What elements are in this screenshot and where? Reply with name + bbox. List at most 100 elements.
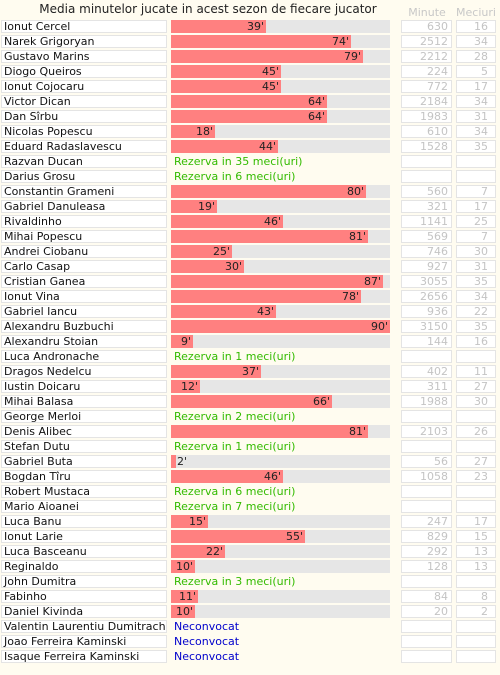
matches-cell: 7 — [456, 230, 496, 243]
player-name: Robert Mustaca — [1, 485, 167, 498]
matches-cell: 34 — [456, 95, 496, 108]
bar-value-label: 19' — [197, 200, 215, 213]
player-name: Carlo Casap — [1, 260, 167, 273]
table-row: Diogo Queiros 45' 224 5 — [0, 65, 500, 80]
bar-value-label: 80' — [346, 185, 364, 198]
table-row: Mihai Popescu 81' 569 7 — [0, 230, 500, 245]
minutes-cell: 2512 — [401, 35, 452, 48]
bar-value-label: 79' — [343, 50, 361, 63]
table-row: Bogdan Tîru 46' 1058 23 — [0, 470, 500, 485]
matches-cell: 34 — [456, 35, 496, 48]
matches-cell: 35 — [456, 140, 496, 153]
player-name: Luca Andronache — [1, 350, 167, 363]
bar — [171, 65, 281, 78]
minutes-cell: 630 — [401, 20, 452, 33]
minutes-cell: 224 — [401, 65, 452, 78]
minutes-cell: 321 — [401, 200, 452, 213]
bar-value-label: 25' — [212, 245, 230, 258]
minutes-cell: 20 — [401, 605, 452, 618]
table-row: Isaque Ferreira Kaminski Neconvocat — [0, 650, 500, 665]
bar-value-label: 81' — [348, 425, 366, 438]
table-row: Gabriel Danuleasa 19' 321 17 — [0, 200, 500, 215]
minutes-cell: 3150 — [401, 320, 452, 333]
minutes-cell: 144 — [401, 335, 452, 348]
bar — [171, 215, 283, 228]
minutes-cell: 936 — [401, 305, 452, 318]
minutes-cell — [401, 575, 452, 588]
bar — [171, 140, 278, 153]
bar-value-label: 12' — [180, 380, 198, 393]
minutes-cell — [401, 440, 452, 453]
bar-track: 11' — [171, 590, 390, 603]
table-row: Valentin Laurentiu Dumitrache Neconvocat — [0, 620, 500, 635]
bar-value-label: 11' — [178, 590, 196, 603]
bar-track: 9' — [171, 335, 390, 348]
bar-value-label: 78' — [341, 290, 359, 303]
matches-cell — [456, 635, 496, 648]
table-row: Dragos Nedelcu 37' 402 11 — [0, 365, 500, 380]
bar-value-label: 46' — [263, 470, 281, 483]
minutes-cell: 128 — [401, 560, 452, 573]
minutes-cell: 292 — [401, 545, 452, 558]
table-row: Denis Alibec 81' 2103 26 — [0, 425, 500, 440]
bar-value-label: 46' — [263, 215, 281, 228]
minutes-cell: 2184 — [401, 95, 452, 108]
table-row: Joao Ferreira Kaminski Neconvocat — [0, 635, 500, 650]
bar-track: 46' — [171, 470, 390, 483]
matches-cell: 8 — [456, 590, 496, 603]
player-name: Bogdan Tîru — [1, 470, 167, 483]
table-row: Reginaldo 10' 128 13 — [0, 560, 500, 575]
matches-cell: 17 — [456, 200, 496, 213]
minutes-column-header: Minute — [408, 6, 446, 19]
not-called-note: Neconvocat — [174, 635, 240, 648]
bar — [171, 320, 390, 333]
minutes-cell: 402 — [401, 365, 452, 378]
reserve-note: Rezerva in 6 meci(uri) — [174, 485, 296, 498]
minutes-cell: 560 — [401, 185, 452, 198]
matches-cell: 17 — [456, 80, 496, 93]
bar-track: 55' — [171, 530, 390, 543]
bar-track: 66' — [171, 395, 390, 408]
matches-cell — [456, 440, 496, 453]
player-name: Mihai Balasa — [1, 395, 167, 408]
bar — [171, 20, 266, 33]
table-row: Narek Grigoryan 74' 2512 34 — [0, 35, 500, 50]
player-name: Denis Alibec — [1, 425, 167, 438]
matches-cell — [456, 575, 496, 588]
matches-cell: 15 — [456, 530, 496, 543]
bar-value-label: 44' — [258, 140, 276, 153]
table-row: Darius Grosu Rezerva in 6 meci(uri) — [0, 170, 500, 185]
matches-cell: 31 — [456, 110, 496, 123]
player-name: Cristian Ganea — [1, 275, 167, 288]
bar-value-label: 18' — [195, 125, 213, 138]
bar-value-label: 10' — [175, 560, 193, 573]
player-name: Iustin Doicaru — [1, 380, 167, 393]
table-row: Ionut Cojocaru 45' 772 17 — [0, 80, 500, 95]
minutes-cell — [401, 620, 452, 633]
minutes-cell: 2212 — [401, 50, 452, 63]
player-name: Alexandru Stoian — [1, 335, 167, 348]
minutes-cell: 829 — [401, 530, 452, 543]
player-name: Ionut Vina — [1, 290, 167, 303]
minutes-cell: 56 — [401, 455, 452, 468]
player-name: Fabinho — [1, 590, 167, 603]
bar-track: 39' — [171, 20, 390, 33]
minutes-cell: 1988 — [401, 395, 452, 408]
matches-cell — [456, 170, 496, 183]
matches-cell: 26 — [456, 425, 496, 438]
player-name: Andrei Ciobanu — [1, 245, 167, 258]
matches-cell: 22 — [456, 305, 496, 318]
bar — [171, 335, 193, 348]
player-name: Constantin Grameni — [1, 185, 167, 198]
bar — [171, 290, 361, 303]
bar — [171, 605, 195, 618]
bar — [171, 470, 283, 483]
table-row: Alexandru Buzbuchi 90' 3150 35 — [0, 320, 500, 335]
table-row: Luca Banu 15' 247 17 — [0, 515, 500, 530]
player-name: Ionut Larie — [1, 530, 167, 543]
bar-value-label: 9' — [180, 335, 191, 348]
bar-track: 87' — [171, 275, 390, 288]
bar-track: 81' — [171, 425, 390, 438]
table-row: Ionut Vina 78' 2656 34 — [0, 290, 500, 305]
matches-cell: 28 — [456, 50, 496, 63]
